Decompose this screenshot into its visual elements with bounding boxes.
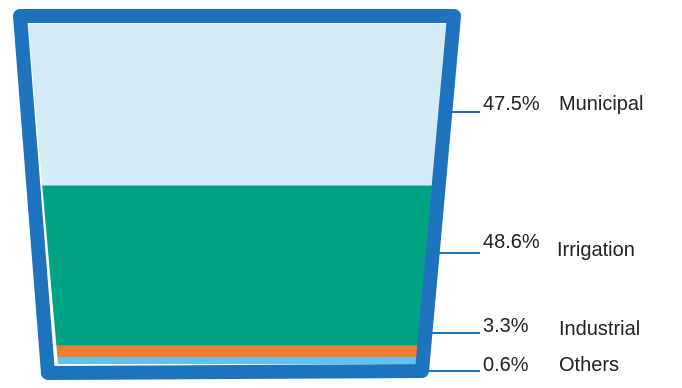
category-label-irrigation: Irrigation: [557, 239, 635, 261]
layer-industrial: [56, 345, 418, 357]
category-label-municipal: Municipal: [559, 93, 643, 115]
layer-others: [57, 357, 417, 364]
leader-lines: [426, 111, 480, 372]
category-label-industrial: Industrial: [559, 318, 640, 340]
layer-irrigation: [42, 185, 432, 346]
category-label-others: Others: [559, 354, 619, 376]
layer-municipal: [28, 24, 446, 186]
value-label-industrial: 3.3%: [483, 315, 529, 337]
value-label-others: 0.6%: [483, 354, 529, 376]
cup-outline: [13, 9, 461, 380]
value-label-irrigation: 48.6%: [483, 231, 540, 253]
value-label-municipal: 47.5%: [483, 93, 540, 115]
chart-labels: 47.5% Municipal 48.6% Irrigation 3.3% In…: [483, 93, 643, 376]
chart-layers: [28, 24, 446, 364]
